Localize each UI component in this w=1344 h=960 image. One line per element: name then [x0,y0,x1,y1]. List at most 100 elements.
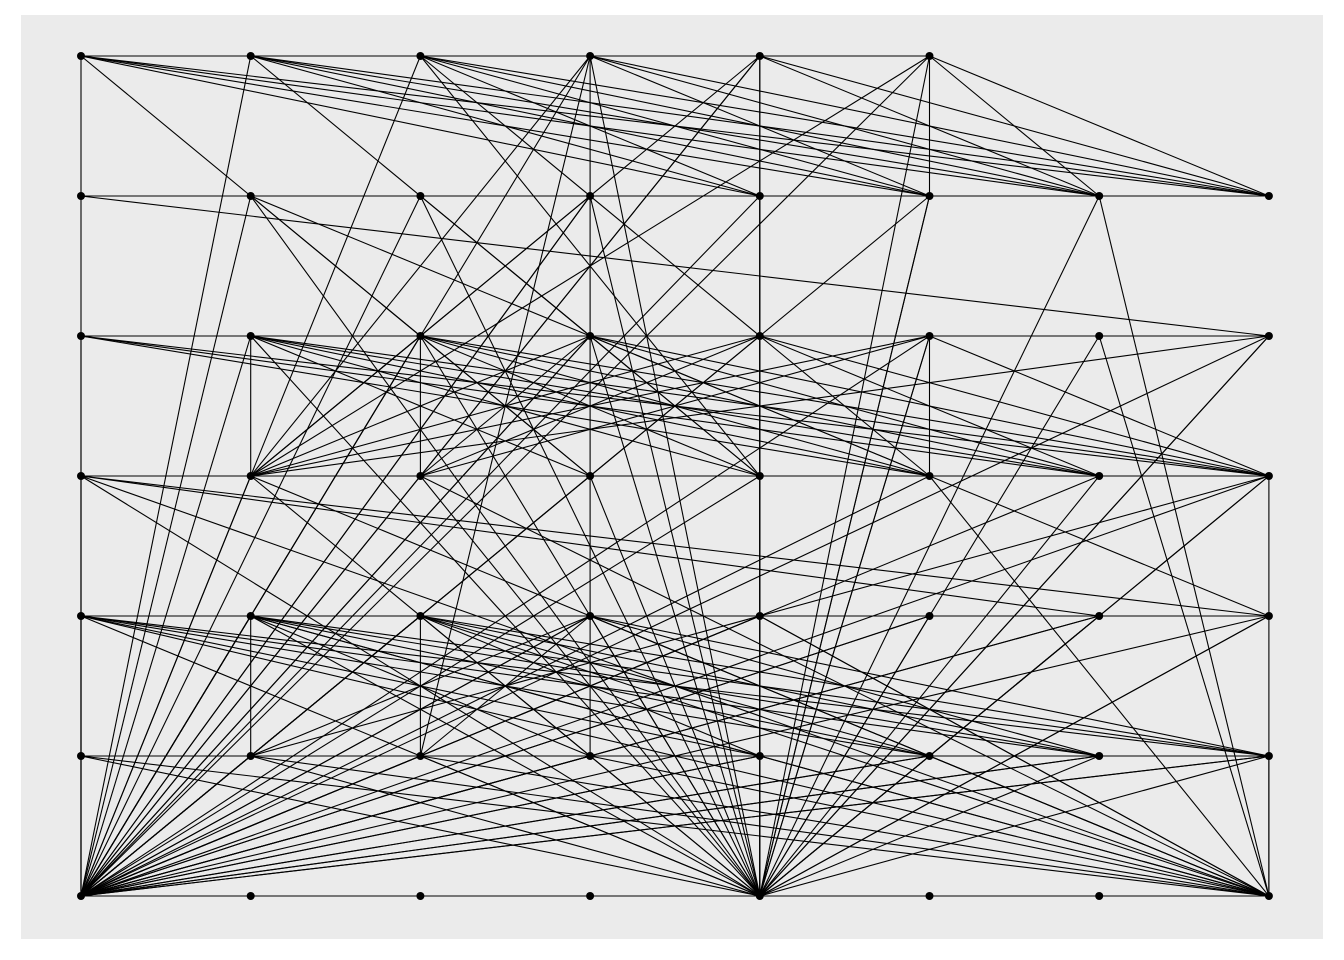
node-0-5 [77,752,85,760]
edge-5-2-2-3 [420,335,930,477]
node-2-6 [416,892,425,900]
node-0-6 [77,892,85,900]
node-0-4 [77,612,85,620]
node-2-4 [416,612,425,620]
node-2-5 [416,752,425,760]
edge-7-6-0-4 [80,615,1270,897]
node-4-6 [755,892,764,900]
edge-1-0-0-6 [80,55,252,897]
node-7-6 [1264,892,1273,900]
edge-7-6-5-3 [929,475,1270,897]
node-3-6 [586,892,595,900]
edge-1-2-0-6 [80,335,252,897]
node-5-5 [925,752,934,760]
edge-5-2-0-6 [80,335,930,897]
edge-4-6-6-1 [759,195,1100,897]
node-7-1 [1264,192,1273,200]
edge-0-6-1-1 [80,195,252,897]
node-2-1 [416,192,425,200]
node-3-0 [586,52,595,60]
node-0-2 [77,332,85,340]
edge-7-6-4-4 [759,615,1270,897]
edge-7-6-6-1 [1098,195,1270,897]
node-1-4 [246,612,255,620]
edge-3-0-4-6 [589,55,761,897]
node-7-4 [1264,612,1273,620]
edge-7-6-1-3 [250,475,1270,897]
node-6-6 [1095,892,1104,900]
node-7-2 [1264,332,1273,340]
edge-7-6-2-3 [420,475,1270,897]
node-2-0 [416,52,425,60]
node-6-3 [1095,472,1104,480]
node-7-5 [1264,752,1273,760]
node-1-6 [246,892,255,900]
edge-5-0-6-1 [929,55,1100,197]
edge-0-6-5-4 [80,615,930,897]
node-1-3 [246,472,255,480]
node-5-4 [925,612,934,620]
edge-7-6-2-4 [420,615,1270,897]
node-3-2 [586,332,595,340]
edge-0-6-3-4 [80,615,591,897]
edge-7-2-0-6 [80,335,1270,897]
edge-4-6-1-1 [250,195,761,897]
node-3-1 [586,192,595,200]
edge-4-2-1-3 [250,335,760,477]
edge-4-0-6-1 [759,55,1100,197]
edge-2-2-1-3 [250,335,421,477]
nodes-group [77,52,1273,900]
node-6-5 [1095,752,1104,760]
node-6-4 [1095,612,1104,620]
edge-0-6-1-3 [80,475,252,897]
node-0-1 [77,192,85,200]
node-1-5 [246,752,255,760]
node-4-5 [755,752,764,760]
edge-2-0-4-1 [420,55,761,197]
node-4-0 [755,52,764,60]
node-5-0 [925,52,934,60]
edge-0-6-2-3 [80,475,421,897]
edge-0-6-7-5 [80,755,1269,897]
edge-7-6-6-2 [1098,335,1270,897]
node-4-1 [755,192,764,200]
edge-0-6-4-5 [80,755,760,897]
edge-5-0-4-6 [759,55,931,897]
node-4-3 [755,472,764,480]
node-3-5 [586,752,595,760]
node-2-2 [416,332,425,340]
edge-7-6-0-3 [80,475,1270,897]
node-0-0 [77,52,85,60]
edge-4-6-5-2 [759,335,931,897]
edge-5-2-7-3 [929,335,1270,477]
node-2-3 [416,472,425,480]
node-1-2 [246,332,255,340]
node-0-3 [77,472,85,480]
edge-0-0-4-1 [80,55,760,197]
edge-3-4-1-5 [250,615,591,757]
edge-0-6-6-5 [80,755,1100,897]
edge-3-0-6-1 [589,55,1100,197]
edge-3-2-1-3 [250,335,591,477]
edge-2-1-0-6 [80,195,421,897]
edge-4-6-7-2 [759,335,1270,897]
node-3-4 [586,612,595,620]
node-4-4 [755,612,764,620]
node-6-1 [1095,192,1104,200]
edge-4-6-3-1 [589,195,761,897]
edge-5-2-1-3 [250,335,930,477]
node-6-2 [1095,332,1104,340]
edge-5-0-7-1 [929,55,1270,197]
node-5-3 [925,472,934,480]
node-7-3 [1264,472,1273,480]
node-1-1 [246,192,255,200]
edge-4-6-2-1 [419,195,761,897]
edge-6-5-4-6 [759,755,1100,897]
node-5-6 [925,892,934,900]
node-5-2 [925,332,934,340]
node-3-3 [586,472,595,480]
node-5-1 [925,192,934,200]
node-4-2 [755,332,764,340]
edge-5-0-1-3 [250,55,930,477]
